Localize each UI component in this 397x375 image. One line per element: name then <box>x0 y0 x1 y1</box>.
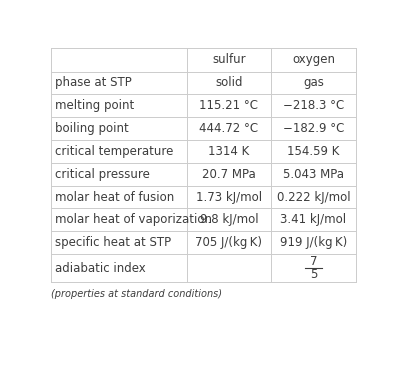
Text: 0.222 kJ/mol: 0.222 kJ/mol <box>277 190 350 204</box>
Text: gas: gas <box>303 76 324 90</box>
Text: 154.59 K: 154.59 K <box>287 145 339 158</box>
Text: critical temperature: critical temperature <box>55 145 173 158</box>
Text: adiabatic index: adiabatic index <box>55 262 146 275</box>
Text: oxygen: oxygen <box>292 53 335 66</box>
Text: 1314 K: 1314 K <box>208 145 250 158</box>
Text: 705 J/(kg K): 705 J/(kg K) <box>195 236 262 249</box>
Text: 115.21 °C: 115.21 °C <box>199 99 258 112</box>
Text: sulfur: sulfur <box>212 53 246 66</box>
Text: 5: 5 <box>310 268 317 281</box>
Text: (properties at standard conditions): (properties at standard conditions) <box>51 289 222 299</box>
Text: solid: solid <box>215 76 243 90</box>
Text: critical pressure: critical pressure <box>55 168 150 181</box>
Text: 3.41 kJ/mol: 3.41 kJ/mol <box>280 213 347 226</box>
Text: −218.3 °C: −218.3 °C <box>283 99 344 112</box>
Text: −182.9 °C: −182.9 °C <box>283 122 344 135</box>
Text: 9.8 kJ/mol: 9.8 kJ/mol <box>200 213 258 226</box>
Text: 20.7 MPa: 20.7 MPa <box>202 168 256 181</box>
Text: specific heat at STP: specific heat at STP <box>55 236 171 249</box>
Text: 5.043 MPa: 5.043 MPa <box>283 168 344 181</box>
Text: 444.72 °C: 444.72 °C <box>199 122 258 135</box>
Text: phase at STP: phase at STP <box>55 76 131 90</box>
Text: 1.73 kJ/mol: 1.73 kJ/mol <box>196 190 262 204</box>
Text: 919 J/(kg K): 919 J/(kg K) <box>280 236 347 249</box>
Text: melting point: melting point <box>55 99 134 112</box>
Text: 7: 7 <box>310 255 317 268</box>
Text: molar heat of fusion: molar heat of fusion <box>55 190 174 204</box>
Text: boiling point: boiling point <box>55 122 129 135</box>
Text: molar heat of vaporization: molar heat of vaporization <box>55 213 212 226</box>
